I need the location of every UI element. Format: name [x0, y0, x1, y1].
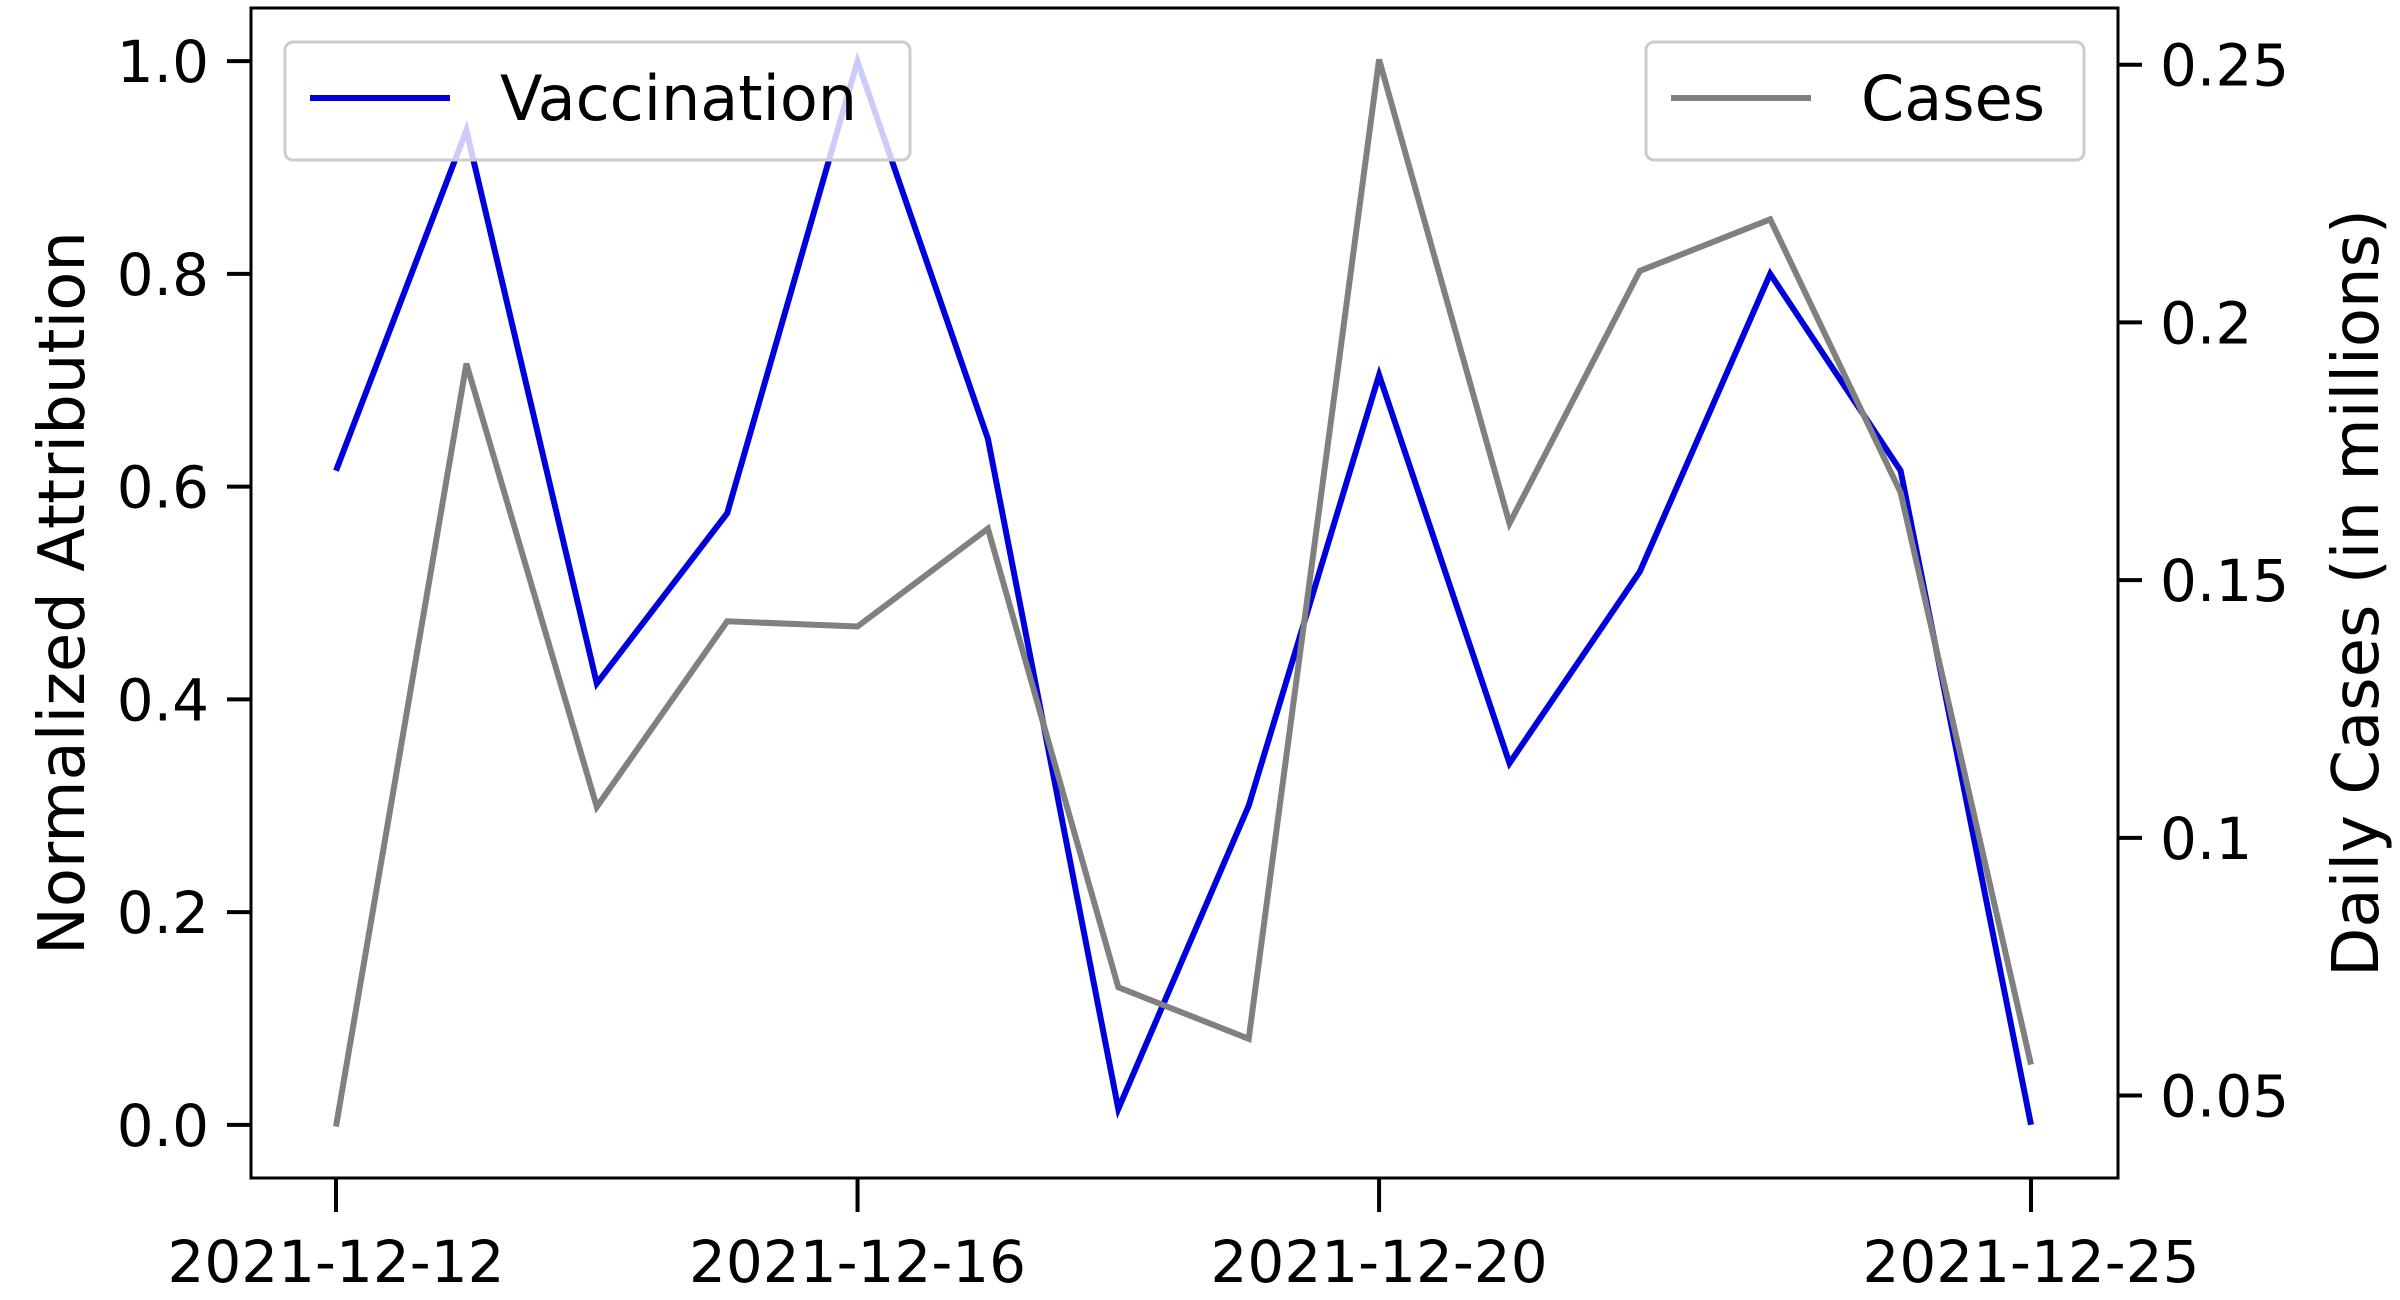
- legend-label-cases: Cases: [1861, 62, 2045, 135]
- y-left-tick-label: 0.4: [117, 666, 209, 734]
- axes: 0.0 0.2 0.4 0.6 0.8 1.0 0.05 0.1 0.15 0.2 0.25 2021…: [26, 6, 2394, 1296]
- y-left-tick-label: 0.6: [117, 454, 209, 522]
- legend-cases: Cases: [1644, 40, 2086, 162]
- y-right-tick-label: 0.05: [2160, 1063, 2289, 1131]
- series-line-cases: [333, 58, 2034, 1128]
- y-right-tick-label: 0.1: [2160, 805, 2252, 873]
- series-line-vaccination: [333, 51, 2034, 1126]
- legend-box: [1644, 40, 2086, 162]
- y-right-tick-label: 0.15: [2160, 547, 2289, 615]
- legend-label-vaccination: Vaccination: [500, 62, 857, 135]
- x-tick-label: 2021-12-20: [1211, 1228, 1548, 1296]
- legends: Vaccination Cases: [283, 40, 2086, 162]
- x-tick-label: 2021-12-16: [689, 1228, 1026, 1296]
- y-right-axis-title: Daily Cases (in millions): [2320, 209, 2394, 977]
- y-left-axis-title: Normalized Attribution: [26, 231, 100, 955]
- plot-area: [333, 51, 2034, 1128]
- x-tick-label: 2021-12-25: [1862, 1228, 2199, 1296]
- y-left-tick-label: 0.8: [117, 241, 209, 309]
- plot-frame: [249, 6, 2120, 1180]
- y-right-tick-label: 0.2: [2160, 289, 2252, 357]
- y-left-tick-label: 1.0: [117, 28, 209, 96]
- y-left-tick-label: 0.2: [117, 879, 209, 947]
- legend-vaccination: Vaccination: [283, 40, 912, 162]
- legend-box: [283, 40, 912, 162]
- x-tick-label: 2021-12-12: [167, 1228, 504, 1296]
- y-left-tick-label: 0.0: [117, 1092, 209, 1160]
- y-right-tick-label: 0.25: [2160, 32, 2289, 100]
